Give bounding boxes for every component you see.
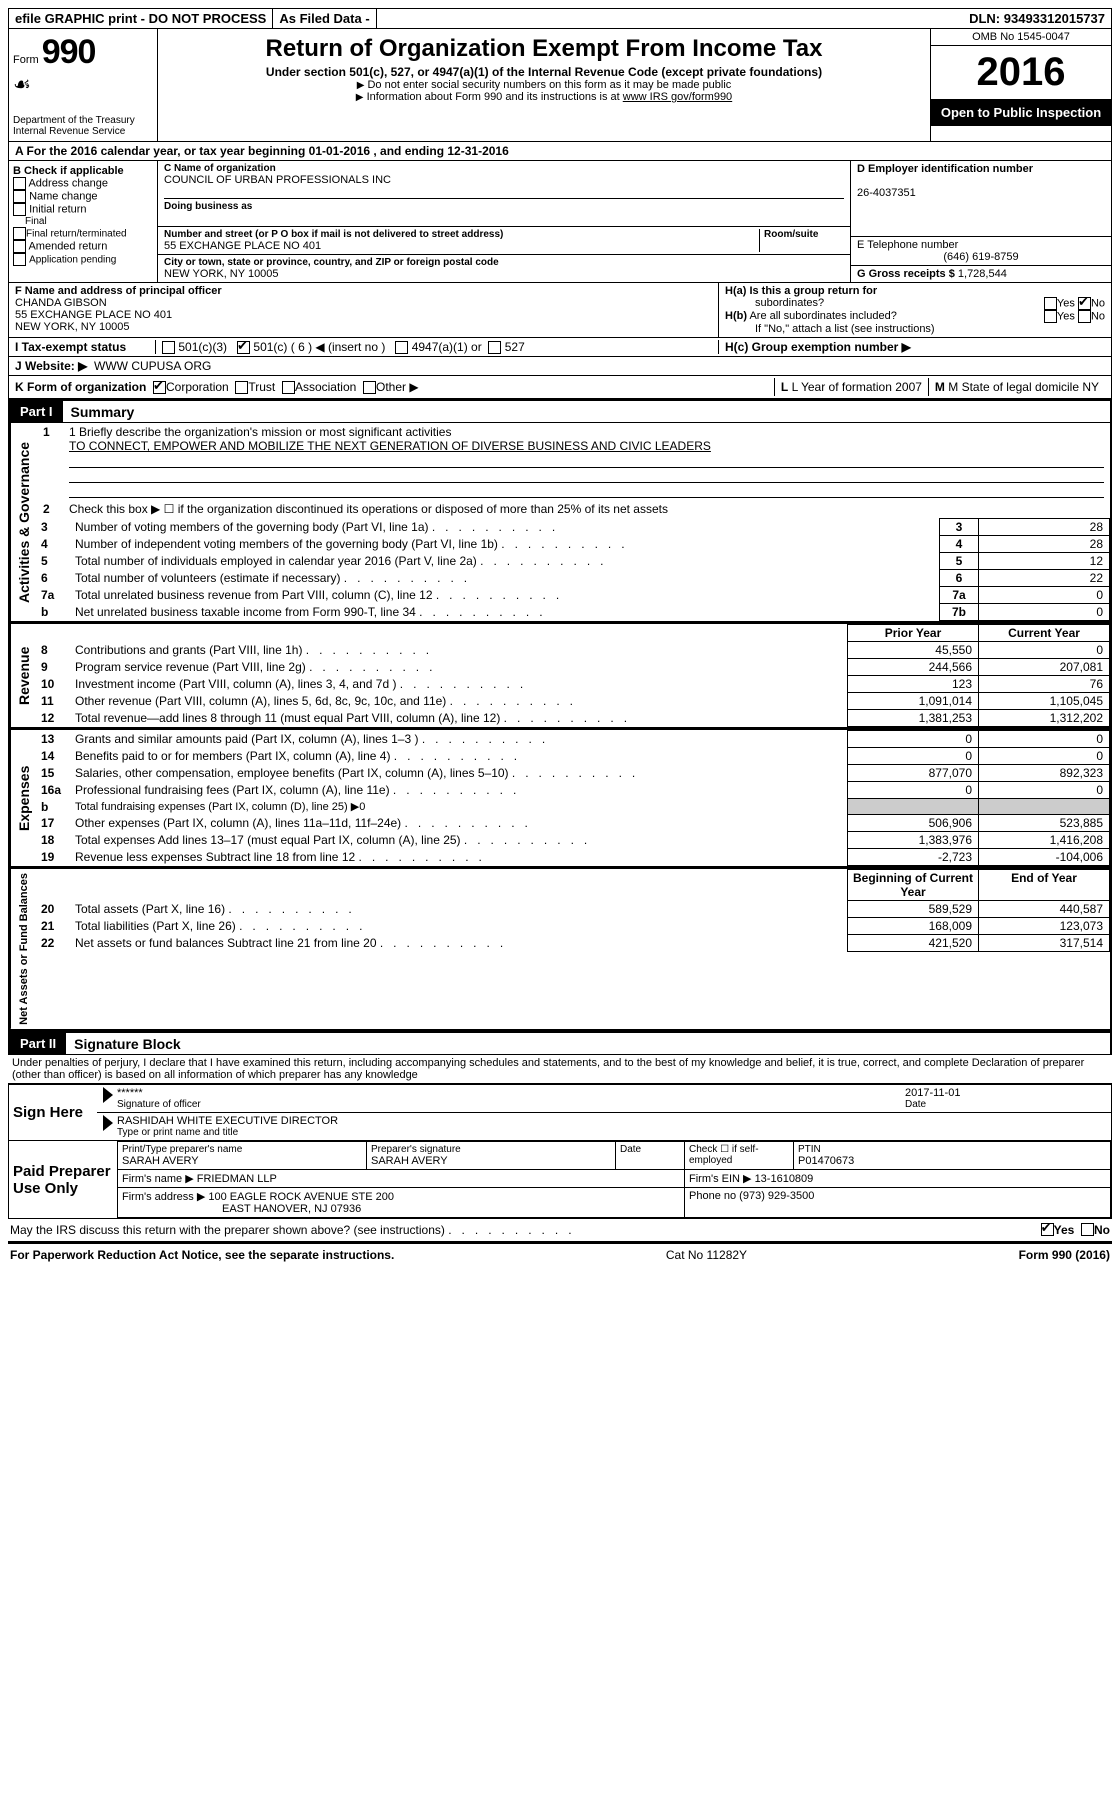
asfiled-label: As Filed Data - <box>273 9 376 28</box>
section-revenue: Revenue Prior Year Current Year 8 Contri… <box>8 623 1112 729</box>
col-b: B Check if applicable Address change Nam… <box>9 161 158 282</box>
sign-here-block: Sign Here ****** Signature of officer 20… <box>8 1083 1112 1141</box>
website[interactable]: WWW CUPUSA ORG <box>94 359 211 373</box>
tax-year: 2016 <box>931 46 1111 99</box>
part1-header: Part I Summary <box>8 399 1112 422</box>
row-j: J Website: ▶ WWW CUPUSA ORG <box>8 357 1112 376</box>
header-center: Return of Organization Exempt From Incom… <box>158 29 931 141</box>
section-expenses: Expenses 13 Grants and similar amounts p… <box>8 729 1112 868</box>
mission-text: TO CONNECT, EMPOWER AND MOBILIZE THE NEX… <box>69 439 711 453</box>
discuss-row: May the IRS discuss this return with the… <box>8 1219 1112 1243</box>
sig-arrow-icon <box>103 1087 113 1103</box>
col-c: C Name of organization COUNCIL OF URBAN … <box>158 161 851 282</box>
row-fh: F Name and address of principal officer … <box>8 283 1112 338</box>
col-d: D Employer identification number 26-4037… <box>851 161 1111 282</box>
section-activities: Activities & Governance 1 1 Briefly desc… <box>8 422 1112 623</box>
header-left: Form 990 ☙ Department of the Treasury In… <box>9 29 158 141</box>
box-bcd: B Check if applicable Address change Nam… <box>8 161 1112 283</box>
irs-link[interactable]: www IRS gov/form990 <box>623 91 732 103</box>
section-netassets: Net Assets or Fund Balances Beginning of… <box>8 868 1112 1031</box>
row-i: I Tax-exempt status 501(c)(3) 501(c) ( 6… <box>8 338 1112 357</box>
paid-preparer-block: Paid Preparer Use Only Print/Type prepar… <box>8 1141 1112 1219</box>
header-right: OMB No 1545-0047 2016 Open to Public Ins… <box>931 29 1111 141</box>
org-name: COUNCIL OF URBAN PROFESSIONALS INC <box>164 174 844 186</box>
row-a: A For the 2016 calendar year, or tax yea… <box>8 142 1112 161</box>
ein: 26-4037351 <box>857 187 1105 199</box>
row-k: K Form of organization Corporation Trust… <box>8 376 1112 399</box>
form-title: Return of Organization Exempt From Incom… <box>166 35 922 63</box>
footer: For Paperwork Reduction Act Notice, see … <box>8 1243 1112 1266</box>
part2-header: Part II Signature Block <box>8 1031 1112 1054</box>
efile-label: efile GRAPHIC print - DO NOT PROCESS <box>9 9 273 28</box>
sig-arrow-icon <box>103 1115 113 1131</box>
form-header: Form 990 ☙ Department of the Treasury In… <box>8 29 1112 142</box>
dln: DLN: 93493312015737 <box>963 9 1111 28</box>
form-number: 990 <box>42 33 96 71</box>
penalties-text: Under penalties of perjury, I declare th… <box>8 1054 1112 1083</box>
topbar: efile GRAPHIC print - DO NOT PROCESS As … <box>8 8 1112 29</box>
